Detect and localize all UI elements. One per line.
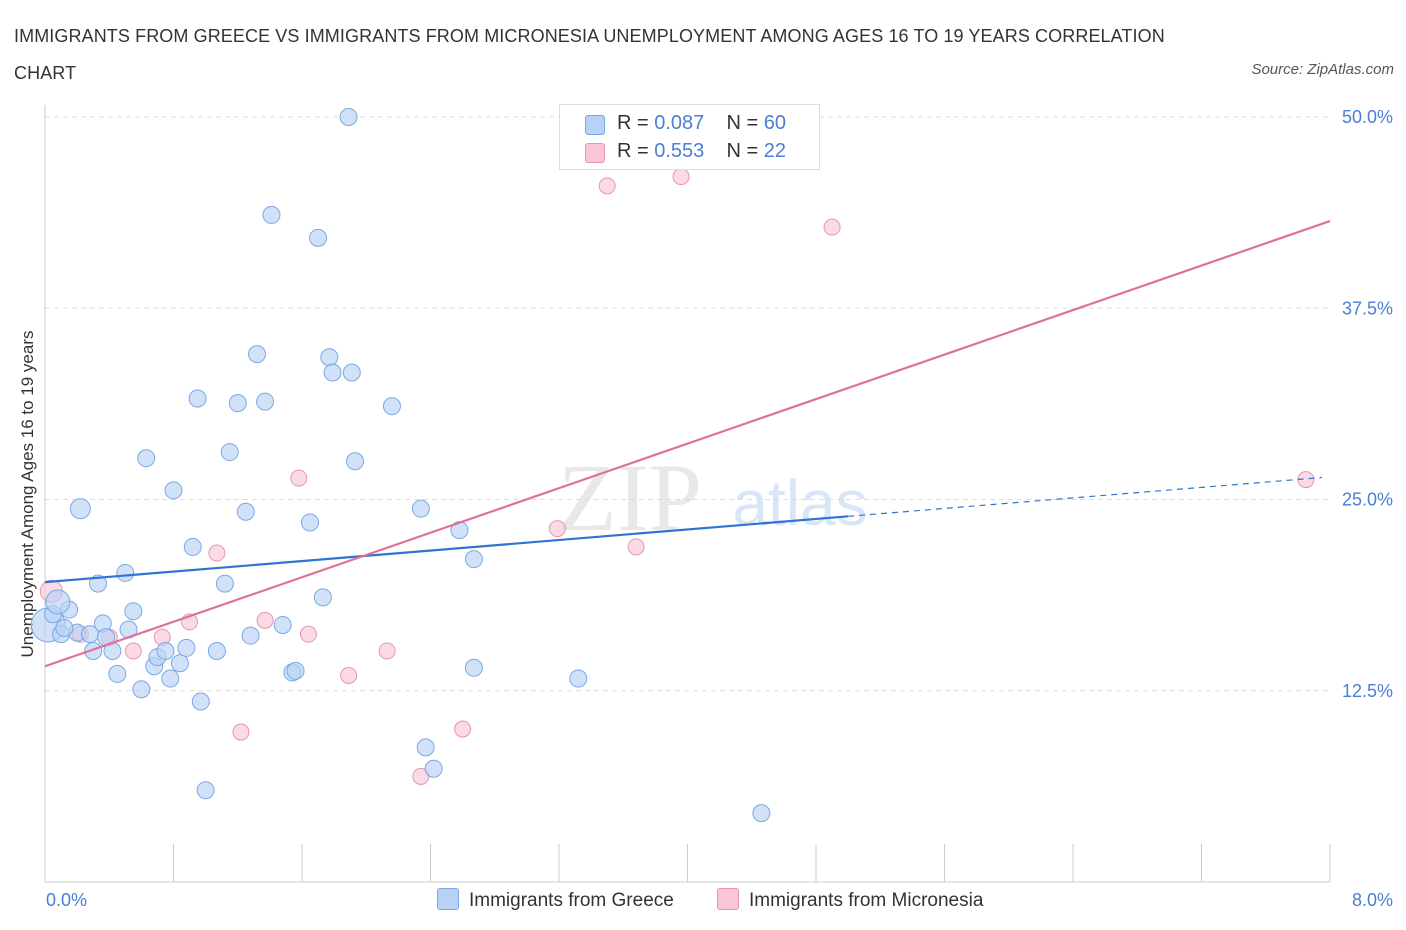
greece-point — [236, 502, 255, 521]
stats-legend: R = 0.087 N = 60 R = 0.553 N = 22 — [559, 104, 820, 170]
y-tick-label: 50.0% — [1342, 107, 1393, 127]
greece-point — [262, 205, 281, 224]
greece-point — [137, 449, 156, 468]
micronesia-point — [378, 642, 396, 660]
greece-point — [45, 589, 71, 615]
micronesia-point — [256, 611, 274, 629]
greece-point — [342, 363, 361, 382]
greece-point — [382, 397, 401, 416]
greece-point — [220, 443, 239, 462]
greece-point — [424, 759, 443, 778]
greece-point — [164, 481, 183, 500]
greece-point — [55, 619, 74, 638]
greece-point — [116, 563, 135, 582]
watermark-atlas: atlas — [732, 467, 867, 539]
greece-point — [108, 664, 127, 683]
bottom-legend-greece: Immigrants from Greece — [437, 888, 674, 912]
micronesia-point — [290, 469, 308, 487]
axis-layer — [44, 105, 1331, 883]
micronesia-point — [124, 642, 142, 660]
greece-trend-line — [44, 515, 849, 584]
greece-point — [188, 389, 207, 408]
micronesia-point — [598, 177, 616, 195]
greece-point — [191, 692, 210, 711]
greece-point — [183, 537, 202, 556]
greece-point — [256, 392, 275, 411]
micronesia-point — [412, 767, 430, 785]
greece-point — [323, 363, 342, 382]
greece-point — [241, 626, 260, 645]
micronesia-point — [454, 720, 472, 738]
legend-r-label: R = — [617, 140, 655, 162]
greece-point — [228, 394, 247, 413]
micronesia-point — [208, 544, 226, 562]
x-tick-label-max: 8.0% — [1351, 890, 1393, 910]
y-tick-label: 12.5% — [1342, 681, 1393, 701]
greece-point — [313, 588, 332, 607]
micronesia-point — [672, 168, 690, 186]
legend-swatch-micronesia — [585, 143, 605, 163]
bottom-swatch-greece — [437, 888, 459, 910]
legend-n-value: 22 — [763, 140, 787, 162]
trend-lines — [44, 220, 1331, 668]
source-credit: Source: ZipAtlas.com — [1251, 61, 1394, 78]
greece-point — [170, 654, 189, 673]
greece-point — [286, 661, 305, 680]
x-tick-label-min: 0.0% — [46, 890, 88, 910]
greece-point — [346, 452, 365, 471]
bottom-swatch-micronesia — [717, 888, 739, 910]
greece-point — [273, 615, 292, 634]
legend-swatch-greece — [585, 115, 605, 135]
greece-point — [177, 638, 196, 657]
micronesia-trend-line — [44, 220, 1331, 668]
bottom-legend-micronesia: Immigrants from Micronesia — [717, 888, 983, 912]
greece-point — [156, 641, 175, 660]
greece-point — [416, 738, 435, 757]
y-tick-label: 37.5% — [1342, 298, 1393, 318]
micronesia-point — [548, 520, 566, 538]
greece-point — [69, 498, 91, 520]
greece-point — [207, 641, 226, 660]
y-tick-labels: 12.5% 25.0% 37.5% 50.0% — [1342, 107, 1393, 701]
greece-point — [124, 602, 143, 621]
legend-n-value: 60 — [763, 112, 787, 134]
micronesia-point — [823, 218, 841, 236]
greece-point — [569, 669, 588, 688]
legend-r-value: 0.087 — [654, 112, 705, 134]
micronesia-point — [299, 625, 317, 643]
micronesia-point — [340, 666, 358, 684]
greece-trend-extension — [848, 476, 1323, 517]
greece-point — [301, 513, 320, 532]
greece-point — [411, 499, 430, 518]
greece-point — [752, 804, 771, 823]
legend-r-value: 0.553 — [654, 140, 705, 162]
y-tick-label: 25.0% — [1342, 490, 1393, 510]
legend-n-label: N = — [726, 112, 764, 134]
legend-n-label: N = — [726, 140, 764, 162]
bottom-legend-label: Immigrants from Greece — [469, 890, 674, 911]
greece-point — [464, 658, 483, 677]
greece-point — [132, 680, 151, 699]
greece-point — [196, 781, 215, 800]
legend-r-label: R = — [617, 112, 655, 134]
watermark: ZIP atlas — [558, 444, 868, 551]
greece-point — [339, 108, 358, 126]
micronesia-points — [39, 149, 1315, 785]
micronesia-point — [232, 723, 250, 741]
micronesia-point — [627, 538, 645, 556]
greece-point — [248, 345, 267, 364]
greece-point — [89, 574, 108, 593]
bottom-legend-label: Immigrants from Micronesia — [749, 890, 984, 911]
greece-point — [215, 574, 234, 593]
greece-point — [464, 550, 483, 569]
greece-point — [161, 669, 180, 688]
greece-point — [320, 348, 339, 367]
greece-point — [84, 641, 103, 660]
chart-title: IMMIGRANTS FROM GREECE VS IMMIGRANTS FRO… — [14, 26, 1165, 83]
greece-point — [309, 228, 328, 247]
